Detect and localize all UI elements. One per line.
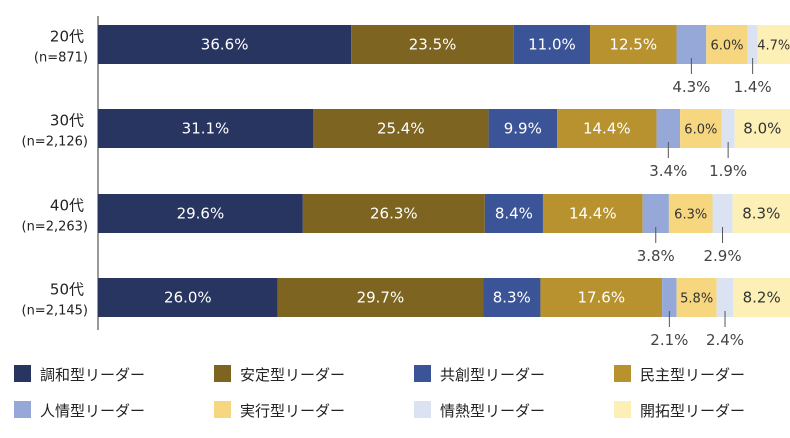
bar-segment-kaitaku (757, 25, 790, 64)
legend-swatch-ninjo (14, 401, 31, 418)
bar-segment-antei (351, 25, 514, 64)
data-label: 12.5% (609, 36, 657, 54)
data-label: 8.3% (493, 289, 531, 307)
legend-label: 調和型リーダー (40, 366, 145, 384)
bar-segment-kyoso (513, 25, 591, 64)
data-label: 8.4% (495, 205, 533, 223)
bar-segment-kyoso (488, 109, 558, 148)
data-label-callout: 4.3% (672, 78, 710, 96)
data-label: 29.7% (357, 289, 405, 307)
category-n-label: (n=871) (34, 51, 88, 66)
bar-segment-chowa (98, 25, 352, 64)
legend-swatch-chowa (14, 365, 31, 382)
bar-segment-jonetsu (721, 109, 735, 148)
bar-segment-jikko (668, 194, 713, 233)
bar-segment-kaitaku (734, 109, 790, 148)
data-label: 17.6% (577, 289, 625, 307)
legend-label: 開拓型リーダー (640, 402, 745, 420)
bar-segment-ninjo (676, 25, 707, 64)
category-n-label: (n=2,126) (22, 135, 89, 150)
legend-label: 民主型リーダー (640, 366, 745, 384)
data-label: 29.6% (177, 205, 225, 223)
data-label-callout: 1.9% (709, 162, 747, 180)
category-label: 40代 (50, 197, 84, 215)
bar-segment-antei (277, 278, 484, 317)
bar-segment-jikko (676, 278, 717, 317)
data-label-callout: 2.9% (703, 247, 741, 265)
bar-segment-minshu (590, 25, 677, 64)
data-label-callout: 1.4% (734, 78, 772, 96)
bar-segment-chowa (98, 278, 278, 317)
category-label: 30代 (50, 112, 84, 130)
bar-segment-jonetsu (712, 194, 733, 233)
category-label: 20代 (50, 28, 84, 46)
bar-segment-jikko (680, 109, 722, 148)
data-label-callout: 2.1% (650, 331, 688, 349)
data-label: 9.9% (504, 120, 542, 138)
bar-segment-minshu (540, 278, 663, 317)
data-label: 14.4% (583, 120, 631, 138)
category-n-label: (n=2,145) (22, 304, 89, 319)
data-label: 11.0% (528, 36, 576, 54)
legend-swatch-minshu (614, 365, 631, 382)
bar-segment-kaitaku (733, 278, 790, 317)
category-label: 50代 (50, 281, 84, 299)
data-label: 5.8% (680, 292, 713, 307)
category-n-label: (n=2,263) (22, 220, 89, 235)
data-label: 6.0% (711, 39, 744, 54)
data-label: 6.0% (684, 123, 717, 138)
bar-segment-chowa (98, 109, 313, 148)
bar-segment-ninjo (642, 194, 669, 233)
legend-swatch-antei (214, 365, 231, 382)
bar-segment-jonetsu (747, 25, 758, 64)
legend-label: 人情型リーダー (40, 402, 145, 420)
data-label: 26.0% (164, 289, 212, 307)
legend-label: 安定型リーダー (240, 366, 345, 384)
bar-segment-jikko (706, 25, 748, 64)
legend-label: 共創型リーダー (440, 366, 545, 384)
bar-segment-jonetsu (716, 278, 734, 317)
data-label: 26.3% (370, 205, 418, 223)
legend-swatch-kaitaku (614, 401, 631, 418)
data-label: 36.6% (201, 36, 249, 54)
bar-segment-minshu (542, 194, 643, 233)
legend-label: 情熱型リーダー (440, 402, 545, 420)
bar-segment-ninjo (656, 109, 681, 148)
data-label: 25.4% (377, 120, 425, 138)
data-label-callout: 3.4% (649, 162, 687, 180)
bar-segment-kyoso (483, 278, 541, 317)
data-label: 6.3% (674, 208, 707, 223)
data-label-callout: 2.4% (706, 331, 744, 349)
data-label: 23.5% (409, 36, 457, 54)
bar-segment-kaitaku (732, 194, 790, 233)
bar-segment-chowa (98, 194, 303, 233)
data-label: 8.2% (743, 289, 781, 307)
bar-segment-kyoso (484, 194, 543, 233)
bar-segment-minshu (557, 109, 657, 148)
data-label: 8.0% (743, 120, 781, 138)
legend-label: 実行型リーダー (240, 402, 345, 420)
data-label: 4.7% (757, 39, 790, 54)
data-label: 14.4% (569, 205, 617, 223)
legend-swatch-jikko (214, 401, 231, 418)
legend-swatch-kyoso (414, 365, 431, 382)
data-label: 31.1% (182, 120, 230, 138)
bar-segment-antei (302, 194, 485, 233)
bar-segment-ninjo (662, 278, 677, 317)
bar-segment-antei (312, 109, 489, 148)
data-label-callout: 3.8% (637, 247, 675, 265)
data-label: 8.3% (742, 205, 780, 223)
legend-swatch-jonetsu (414, 401, 431, 418)
